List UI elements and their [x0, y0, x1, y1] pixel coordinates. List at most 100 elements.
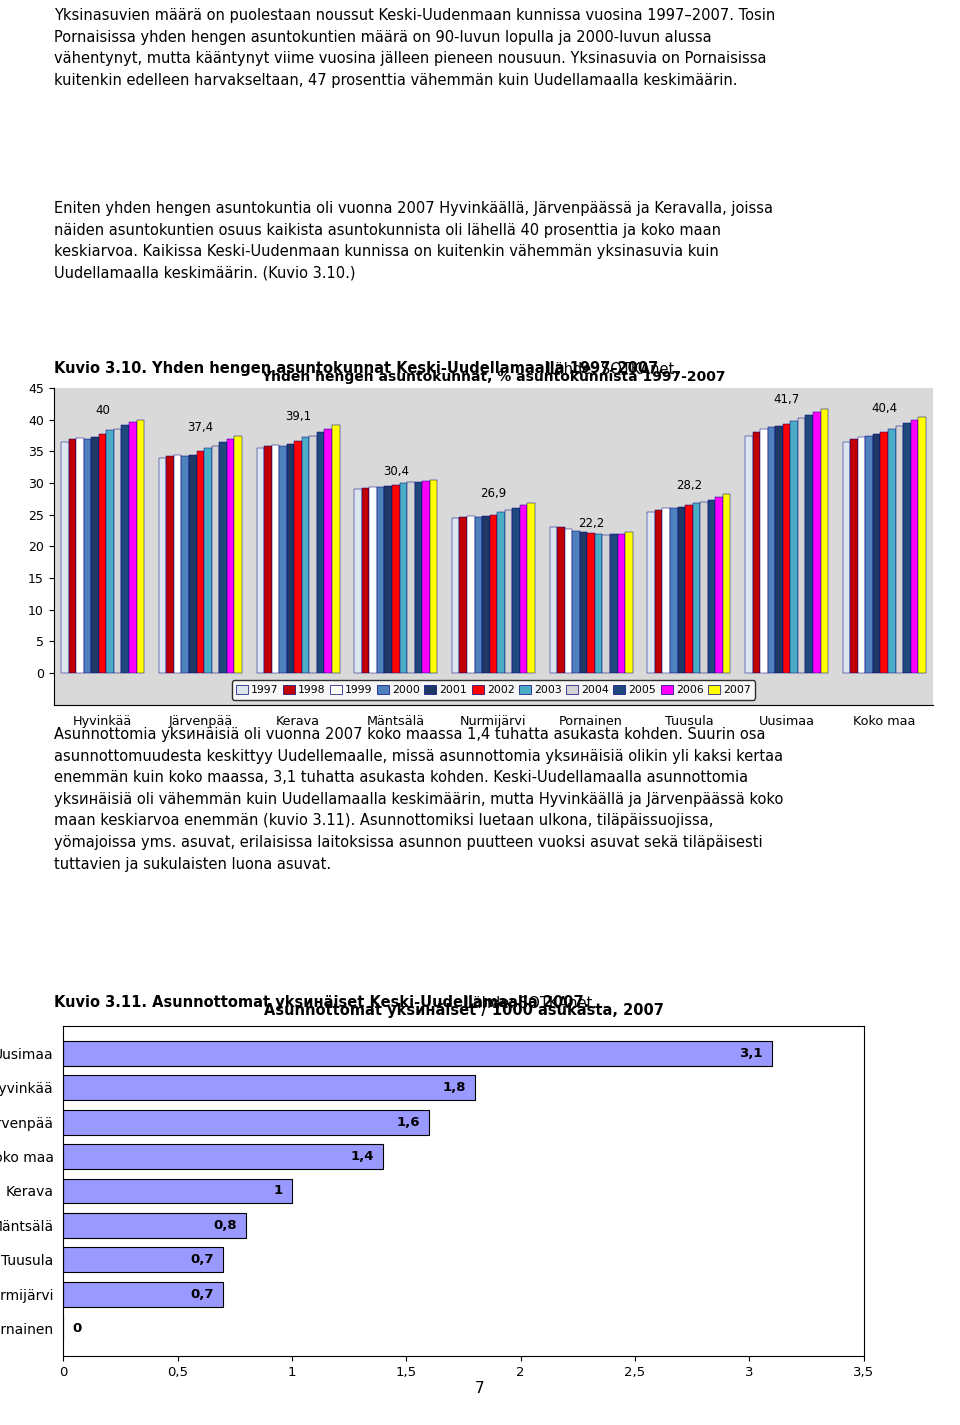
Bar [625, 533, 633, 673]
Bar [407, 483, 415, 673]
Bar [617, 534, 625, 673]
Bar [63, 1042, 772, 1066]
Bar [482, 516, 490, 673]
Bar [211, 446, 219, 673]
Bar [452, 517, 460, 673]
Bar [234, 436, 242, 673]
Text: Lähde: SOTKAnet.: Lähde: SOTKAnet. [541, 362, 679, 376]
Bar [880, 432, 888, 673]
Bar [505, 510, 513, 673]
Bar [63, 1178, 292, 1203]
Text: 37,4: 37,4 [187, 420, 213, 433]
Bar [76, 437, 84, 673]
Bar [572, 530, 580, 673]
Text: 7: 7 [475, 1381, 485, 1396]
Text: 1: 1 [274, 1184, 283, 1197]
Bar [309, 436, 317, 673]
Text: 1,8: 1,8 [443, 1082, 466, 1094]
Bar [158, 457, 166, 673]
Text: 40,4: 40,4 [872, 402, 898, 415]
Text: 0,7: 0,7 [191, 1254, 214, 1267]
Bar [301, 437, 309, 673]
Bar [865, 436, 873, 673]
Legend: 1997, 1998, 1999, 2000, 2001, 2002, 2003, 2004, 2005, 2006, 2007: 1997, 1998, 1999, 2000, 2001, 2002, 2003… [231, 680, 756, 700]
Bar [107, 430, 114, 673]
Title: Yhden hengen asuntokunnat, % asuntokunnista 1997-2007: Yhden hengen asuntokunnat, % asuntokunni… [261, 370, 726, 385]
Text: Kuvio 3.10. Yhden hengen asuntokunnat Keski-Uudellamaalla 1997–2007.: Kuvio 3.10. Yhden hengen asuntokunnat Ke… [54, 362, 663, 376]
Bar [370, 487, 377, 673]
Bar [166, 456, 174, 673]
Text: Lähde: SOTKAnet.: Lähde: SOTKAnet. [460, 996, 597, 1010]
Bar [692, 503, 700, 673]
Bar [63, 1076, 475, 1100]
Bar [858, 437, 865, 673]
Bar [670, 509, 678, 673]
Text: 1,6: 1,6 [396, 1116, 420, 1129]
Bar [708, 500, 715, 673]
Text: 0: 0 [73, 1322, 82, 1335]
Bar [580, 532, 588, 673]
Text: 3,1: 3,1 [739, 1047, 763, 1060]
Bar [527, 503, 535, 673]
Bar [63, 1144, 383, 1168]
Bar [204, 449, 211, 673]
Bar [700, 502, 708, 673]
Bar [655, 510, 662, 673]
Bar [122, 425, 129, 673]
Bar [798, 418, 805, 673]
Bar [317, 432, 324, 673]
Text: 26,9: 26,9 [480, 487, 507, 500]
Bar [63, 1213, 247, 1238]
Bar [896, 426, 903, 673]
Text: 40: 40 [95, 405, 110, 418]
Text: 30,4: 30,4 [383, 465, 409, 477]
Bar [68, 439, 76, 673]
Text: Kuvio 3.11. Asunnottomat yksинäiset Keski-Uudellamaalla 2007.: Kuvio 3.11. Asunnottomat yksинäiset Kesk… [54, 996, 589, 1010]
Bar [723, 494, 731, 673]
Bar [279, 446, 287, 673]
Bar [99, 433, 107, 673]
Bar [513, 507, 520, 673]
Bar [181, 456, 189, 673]
Bar [813, 412, 821, 673]
Text: 0,7: 0,7 [191, 1288, 214, 1301]
Bar [264, 446, 272, 673]
Bar [903, 423, 911, 673]
Bar [61, 443, 68, 673]
Bar [588, 533, 595, 673]
Text: Eniten yhden hengen asuntokuntia oli vuonna 2007 Hyvinkäällä, Järvenpäässä ja Ke: Eniten yhden hengen asuntokuntia oli vuo… [54, 201, 773, 281]
Text: 22,2: 22,2 [578, 517, 604, 530]
Bar [129, 422, 136, 673]
Bar [550, 527, 557, 673]
Bar [415, 482, 422, 673]
Text: 1,4: 1,4 [350, 1150, 374, 1163]
Bar [662, 509, 670, 673]
Bar [851, 439, 858, 673]
Text: Yksinasuvien määrä on puolestaan noussut Keski-Uudenmaan kunnissa vuosina 1997–2: Yksinasuvien määrä on puolestaan noussut… [54, 9, 775, 88]
Bar [678, 507, 685, 673]
Bar [790, 420, 798, 673]
Bar [256, 449, 264, 673]
Bar [557, 527, 564, 673]
Bar [520, 506, 527, 673]
Bar [324, 429, 332, 673]
Bar [782, 425, 790, 673]
Bar [63, 1110, 429, 1134]
Bar [760, 429, 768, 673]
Bar [474, 517, 482, 673]
Bar [63, 1282, 224, 1307]
Bar [873, 433, 880, 673]
Bar [564, 529, 572, 673]
Bar [272, 445, 279, 673]
Bar [295, 442, 301, 673]
Bar [174, 455, 181, 673]
Bar [91, 437, 99, 673]
Bar [430, 480, 437, 673]
Text: 41,7: 41,7 [774, 393, 800, 406]
Bar [467, 516, 474, 673]
Bar [136, 420, 144, 673]
Bar [332, 426, 340, 673]
Bar [497, 512, 505, 673]
Bar [354, 489, 362, 673]
Bar [490, 514, 497, 673]
